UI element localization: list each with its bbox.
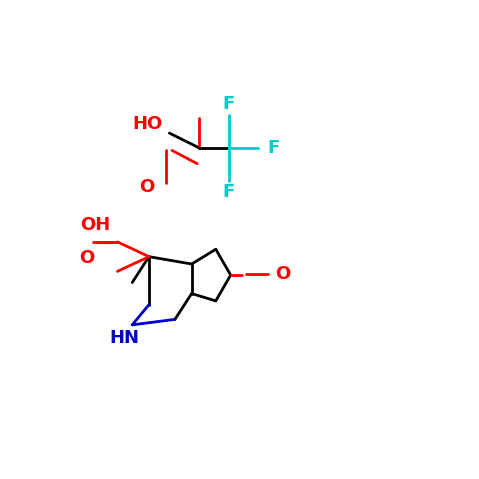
Text: O: O: [139, 178, 155, 195]
Text: F: F: [223, 183, 235, 201]
Text: HN: HN: [110, 329, 140, 347]
Text: HO: HO: [132, 115, 162, 133]
Text: O: O: [275, 265, 290, 283]
Text: O: O: [79, 250, 94, 267]
Text: F: F: [267, 139, 279, 157]
Text: F: F: [223, 94, 235, 113]
Text: OH: OH: [80, 217, 110, 234]
